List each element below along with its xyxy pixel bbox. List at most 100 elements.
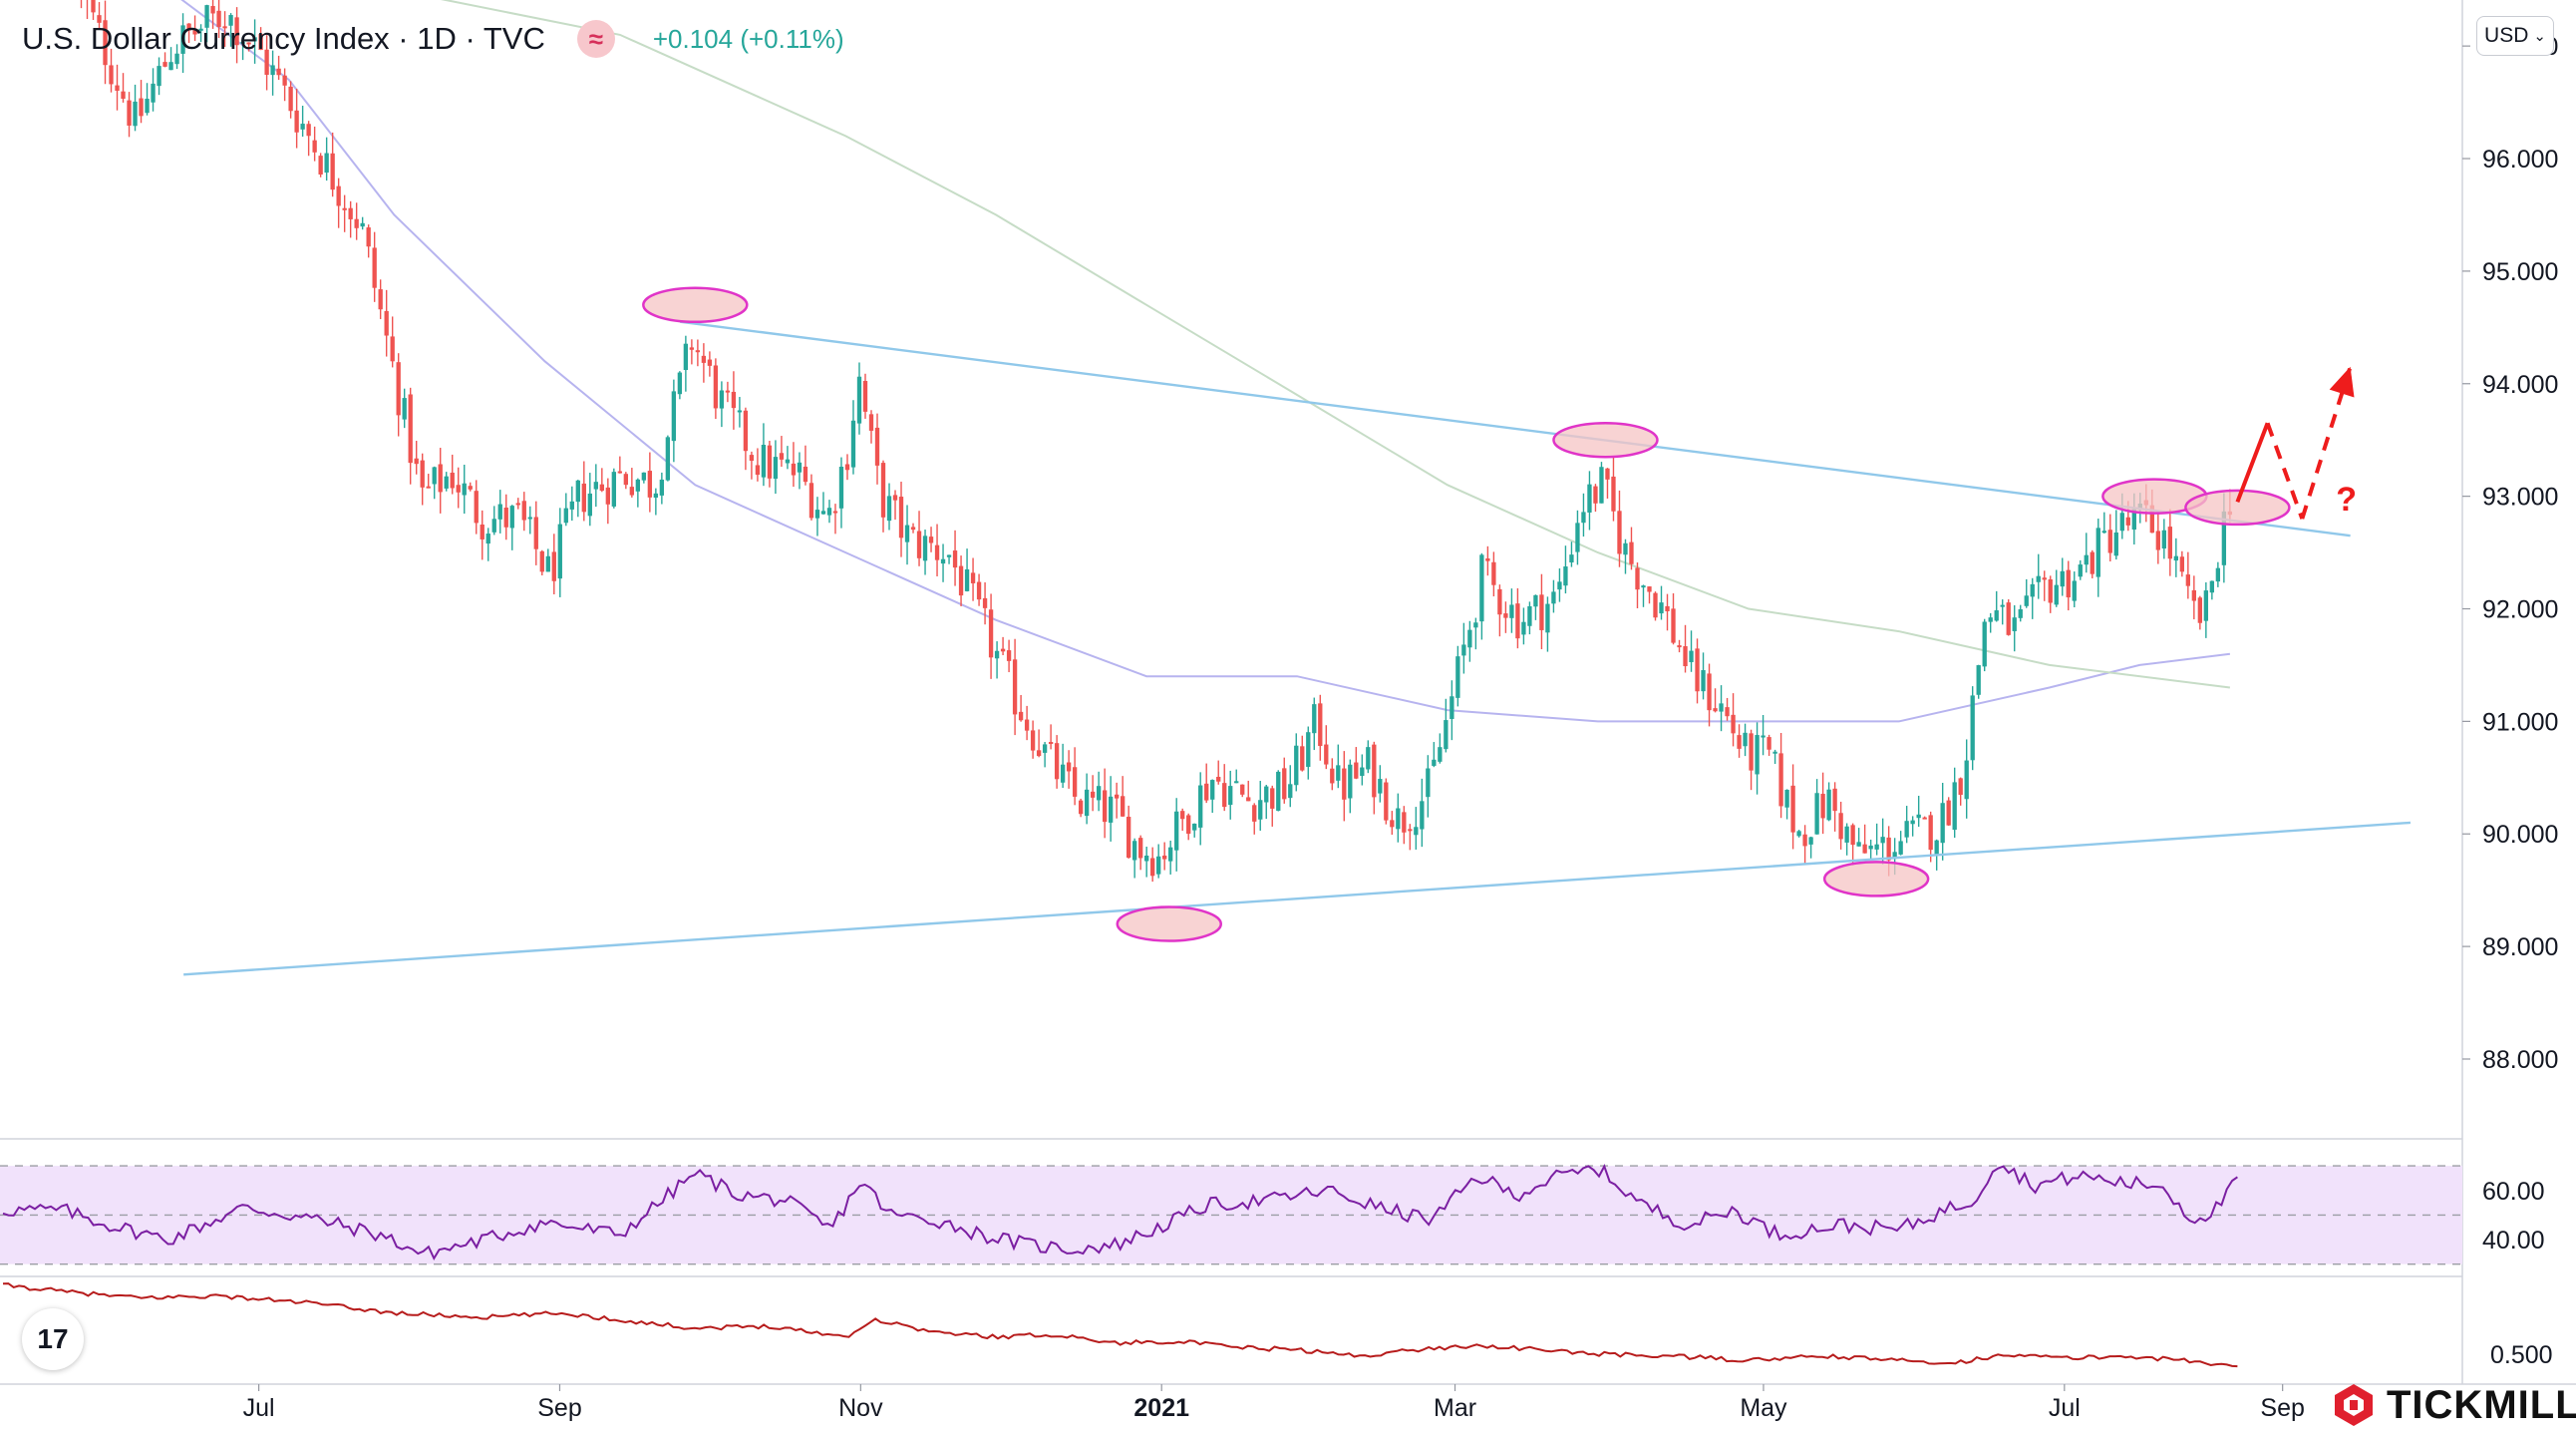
candle-up — [1874, 844, 1879, 850]
candle-up — [1432, 759, 1437, 766]
candle-up — [1234, 781, 1239, 784]
candle-down — [210, 6, 215, 14]
candle-down — [2125, 517, 2130, 526]
candle-down — [1725, 707, 1730, 717]
candle-down — [1024, 719, 1030, 731]
candle-down — [605, 487, 610, 505]
candle-up — [2095, 528, 2100, 577]
candle-down — [1802, 834, 1807, 847]
candle-up — [1701, 670, 1706, 692]
candle-down — [521, 501, 526, 521]
candle-down — [1886, 837, 1891, 861]
candle-up — [1438, 747, 1443, 762]
candle-down — [1216, 776, 1221, 782]
candle-down — [1677, 645, 1682, 648]
candle-down — [515, 503, 520, 506]
candle-up — [1796, 831, 1801, 837]
candle-up — [575, 480, 580, 503]
price-tick-label: 91.000 — [2482, 708, 2558, 736]
candle-down — [1832, 788, 1837, 812]
candle-down — [127, 100, 132, 126]
indicator-badge[interactable]: ≈ — [576, 20, 615, 58]
candle-up — [1808, 837, 1813, 845]
candle-down — [1408, 829, 1413, 832]
candle-up — [2018, 608, 2023, 618]
candle-up — [814, 510, 820, 519]
candle-up — [1641, 585, 1646, 588]
candle-down — [1330, 768, 1335, 784]
candle-up — [785, 459, 791, 464]
currency-button[interactable]: USD ⌄ — [2476, 16, 2554, 56]
candle-down — [1503, 613, 1508, 618]
candle-up — [1719, 703, 1724, 712]
candle-down — [121, 91, 126, 99]
candle-down — [623, 474, 628, 486]
candle-down — [1617, 511, 1622, 554]
candle-down — [1012, 659, 1018, 715]
candle-down — [115, 85, 120, 92]
candle-up — [1988, 617, 1993, 622]
candle-up — [324, 153, 329, 174]
candle-down — [366, 227, 371, 247]
candle-down — [354, 218, 359, 228]
candle-down — [1252, 805, 1257, 822]
time-tick-label: Sep — [2260, 1394, 2304, 1422]
candle-up — [1174, 811, 1179, 851]
candle-up — [1784, 790, 1789, 808]
candle-up — [820, 511, 826, 515]
candle-up — [1557, 581, 1562, 590]
candle-down — [647, 471, 653, 498]
candle-up — [1533, 594, 1538, 607]
symbol-title[interactable]: U.S. Dollar Currency Index · 1D · TVC — [22, 21, 545, 56]
candle-down — [1054, 743, 1060, 780]
candle-up — [1276, 771, 1281, 811]
candle-down — [408, 394, 413, 464]
candle-up — [683, 343, 689, 370]
candle-up — [1994, 610, 1999, 621]
candle-down — [396, 362, 401, 416]
candle-up — [1042, 744, 1048, 753]
candle-down — [928, 537, 934, 543]
candle-down — [1090, 791, 1096, 798]
candle-down — [868, 414, 874, 431]
candle-up — [1509, 604, 1514, 618]
candle-up — [2161, 530, 2166, 549]
time-tick-label: Jul — [243, 1394, 275, 1422]
touch-aug-highlight — [2184, 489, 2291, 527]
candle-down — [2090, 551, 2094, 574]
candle-up — [1360, 767, 1365, 776]
candle-up — [1755, 735, 1760, 775]
price-tick-label: 89.000 — [2482, 933, 2558, 961]
candle-down — [1138, 838, 1143, 859]
candle-down — [725, 390, 731, 393]
candle-up — [2221, 511, 2227, 565]
candle-up — [168, 62, 173, 71]
candle-down — [2006, 602, 2011, 635]
candle-down — [1737, 735, 1742, 749]
candle-up — [1659, 602, 1664, 614]
candle-down — [390, 336, 395, 362]
candle-down — [1671, 608, 1676, 643]
candle-down — [1928, 815, 1933, 851]
candle-up — [2078, 564, 2083, 577]
candle-up — [2072, 580, 2077, 601]
candle-down — [468, 486, 473, 490]
candle-down — [426, 486, 431, 489]
candle-down — [808, 483, 814, 519]
candle-up — [2215, 567, 2221, 582]
time-tick-label: Jul — [2049, 1394, 2081, 1422]
candle-down — [288, 86, 293, 112]
candle-up — [1426, 768, 1431, 798]
candle-down — [755, 465, 761, 476]
candle-down — [2167, 527, 2172, 559]
candle-down — [1485, 557, 1490, 561]
candle-down — [832, 511, 838, 514]
resistance-trendline — [680, 320, 2351, 538]
tradingview-logo-icon[interactable]: 17 — [22, 1308, 84, 1370]
candle-down — [91, 0, 96, 13]
candle-up — [1826, 789, 1831, 821]
candle-up — [133, 101, 138, 127]
candle-down — [2179, 556, 2184, 572]
candle-down — [258, 34, 263, 51]
candle-up — [1396, 808, 1401, 830]
